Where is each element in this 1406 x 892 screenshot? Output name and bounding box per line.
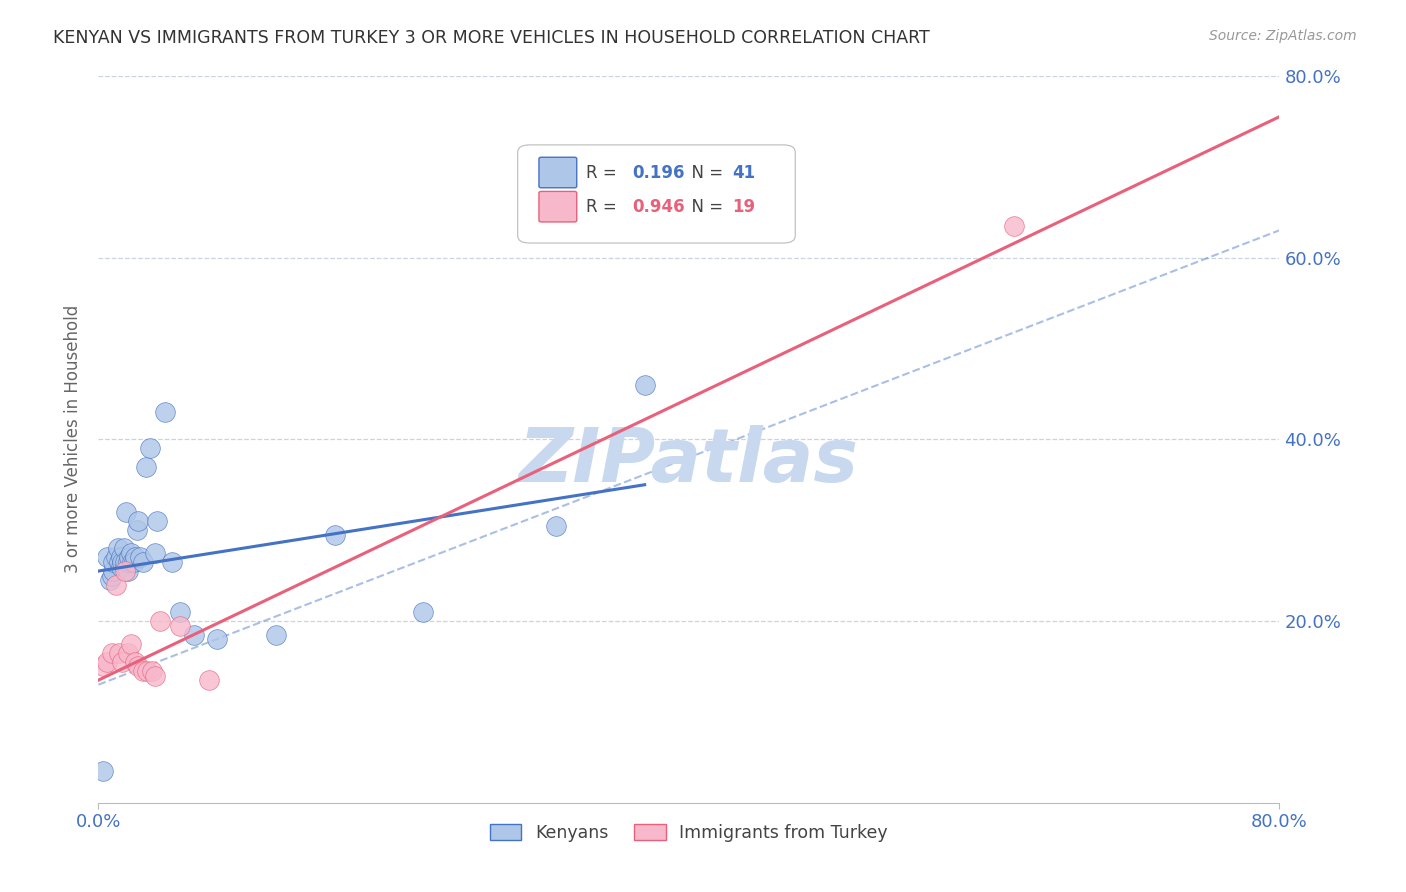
Point [115, 505, 138, 519]
Text: R =: R = [586, 198, 623, 216]
Text: R =: R = [586, 163, 623, 181]
Point [103, 555, 125, 569]
Point [114, 559, 136, 574]
Point [117, 646, 139, 660]
Point [96, 550, 118, 565]
Text: 0.196: 0.196 [633, 163, 685, 181]
Point [546, 518, 568, 533]
Point [111, 555, 134, 569]
Point [120, 637, 142, 651]
Text: 0.946: 0.946 [633, 198, 685, 216]
Point [91, 764, 114, 778]
Text: N =: N = [681, 163, 728, 181]
Point [125, 523, 148, 537]
Text: 19: 19 [733, 198, 756, 216]
Point [412, 605, 434, 619]
Point [122, 555, 145, 569]
Point [143, 546, 166, 560]
Point [139, 442, 162, 456]
Point [132, 555, 155, 569]
Point [127, 659, 149, 673]
Point [169, 605, 191, 619]
Point [127, 514, 149, 528]
Point [205, 632, 228, 647]
Point [117, 555, 139, 569]
Point [103, 564, 125, 578]
Point [100, 568, 122, 582]
Point [117, 564, 139, 578]
Point [198, 673, 221, 687]
Point [111, 655, 134, 669]
Text: KENYAN VS IMMIGRANTS FROM TURKEY 3 OR MORE VEHICLES IN HOUSEHOLD CORRELATION CHA: KENYAN VS IMMIGRANTS FROM TURKEY 3 OR MO… [53, 29, 931, 47]
Point [153, 405, 176, 419]
Point [323, 527, 346, 541]
Legend: Kenyans, Immigrants from Turkey: Kenyans, Immigrants from Turkey [482, 817, 896, 848]
Point [91, 659, 114, 673]
Point [110, 559, 132, 574]
Text: 41: 41 [733, 163, 756, 181]
Point [169, 618, 191, 632]
Point [118, 550, 141, 565]
Point [114, 564, 136, 578]
FancyBboxPatch shape [538, 192, 576, 222]
Point [120, 546, 142, 560]
Point [107, 541, 129, 556]
Point [110, 550, 132, 565]
Point [1002, 219, 1025, 233]
Point [128, 550, 150, 565]
FancyBboxPatch shape [538, 157, 576, 188]
Point [141, 664, 163, 678]
Text: ZIPatlas: ZIPatlas [519, 425, 859, 498]
Point [162, 555, 183, 569]
Point [108, 646, 131, 660]
Point [136, 664, 159, 678]
Point [96, 655, 118, 669]
Point [112, 541, 135, 556]
FancyBboxPatch shape [517, 145, 796, 243]
Point [105, 578, 128, 592]
Point [124, 550, 146, 565]
Point [108, 555, 131, 569]
Text: N =: N = [681, 198, 728, 216]
Point [146, 514, 169, 528]
Point [121, 555, 143, 569]
Point [132, 664, 155, 678]
Point [264, 628, 287, 642]
Y-axis label: 3 or more Vehicles in Household: 3 or more Vehicles in Household [65, 305, 83, 574]
Text: Source: ZipAtlas.com: Source: ZipAtlas.com [1209, 29, 1357, 44]
Point [634, 377, 657, 392]
Point [149, 614, 172, 628]
Point [124, 655, 146, 669]
Point [135, 459, 157, 474]
Point [105, 550, 128, 565]
Point [183, 628, 205, 642]
Point [100, 646, 122, 660]
Point [143, 668, 166, 682]
Point [114, 555, 136, 569]
Point [98, 573, 121, 587]
